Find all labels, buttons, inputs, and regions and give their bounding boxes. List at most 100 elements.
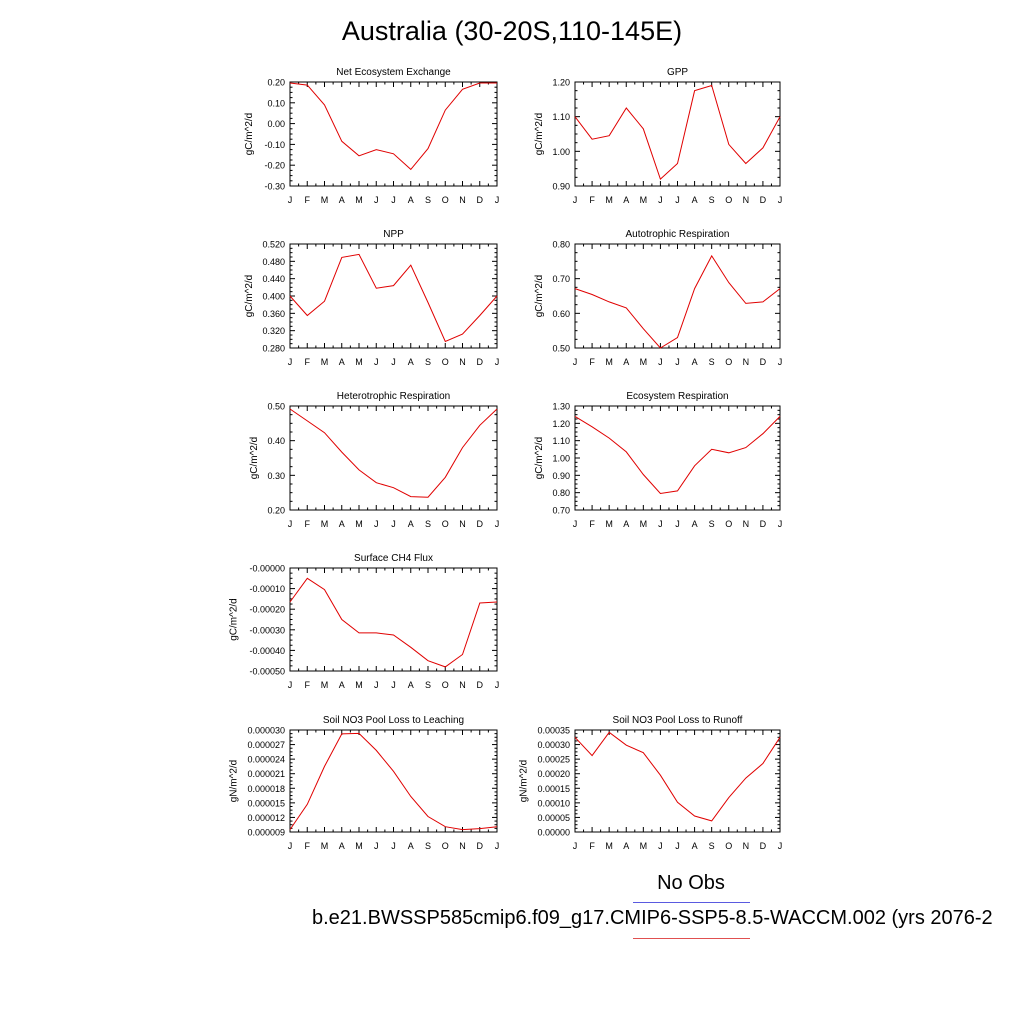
y-tick-label: 0.60	[552, 309, 570, 319]
plot-frame	[289, 81, 498, 187]
x-tick-label: D	[477, 195, 484, 205]
x-tick-label: M	[640, 841, 648, 851]
x-tick-label: M	[321, 195, 329, 205]
y-axis-label: gC/m^2/d	[244, 275, 255, 318]
y-tick-label: 0.320	[262, 326, 285, 336]
x-tick-label: F	[305, 357, 311, 367]
panel-5: J F M A M J J A S O N D J0.500.400.300.20Heterotroph…	[249, 391, 499, 529]
x-tick-label: M	[605, 841, 613, 851]
x-tick-label: F	[589, 841, 595, 851]
panel-title: Ecosystem Respiration	[626, 391, 728, 402]
x-tick-label: J	[658, 519, 663, 529]
y-tick-label: 0.50	[552, 344, 570, 354]
x-tick-label: N	[743, 519, 750, 529]
series-line	[289, 82, 497, 171]
y-tick-label: 1.10	[552, 112, 570, 122]
x-tick-label: A	[408, 680, 414, 690]
x-tick-label: J	[391, 841, 396, 851]
x-tick-label: J	[778, 519, 783, 529]
y-tick-label: 0.70	[552, 506, 570, 516]
y-tick-label: 0.440	[262, 274, 285, 284]
x-tick-label: D	[477, 680, 484, 690]
x-tick-label: S	[709, 519, 715, 529]
x-tick-label: A	[408, 841, 414, 851]
x-tick-label: O	[442, 519, 449, 529]
x-tick-label: N	[459, 519, 466, 529]
x-tick-label: A	[623, 357, 629, 367]
plot-frame	[574, 729, 781, 833]
y-tick-label: -0.00000	[249, 564, 285, 574]
x-tick-label: J	[573, 195, 578, 205]
x-tick-label: S	[425, 680, 431, 690]
x-tick-label: A	[339, 841, 345, 851]
y-tick-label: 0.000021	[247, 769, 285, 779]
y-tick-label: 0.000009	[247, 828, 285, 838]
y-tick-label: -0.00010	[249, 584, 285, 594]
y-tick-label: 1.20	[552, 78, 570, 88]
x-tick-label: D	[760, 841, 767, 851]
y-tick-label: 0.520	[262, 240, 285, 250]
x-tick-label: F	[589, 357, 595, 367]
x-tick-label: D	[760, 357, 767, 367]
plot-frame	[289, 405, 498, 511]
y-tick-label: 0.20	[267, 506, 285, 516]
x-tick-label: J	[495, 841, 500, 851]
x-tick-label: J	[288, 841, 293, 851]
y-tick-label: -0.00050	[249, 667, 285, 677]
x-tick-label: A	[339, 195, 345, 205]
x-tick-label: J	[374, 195, 379, 205]
panel-4: J F M A M J J A S O N D J0.800.700.600.50Autotrophic…	[534, 229, 782, 367]
y-axis-label: gN/m^2/d	[228, 760, 239, 803]
panel-title: Surface CH4 Flux	[354, 553, 433, 564]
x-tick-label: F	[589, 195, 595, 205]
y-tick-label: 0.00030	[537, 740, 570, 750]
series-line	[289, 732, 498, 831]
y-tick-label: 1.20	[552, 419, 570, 429]
x-tick-label: S	[425, 357, 431, 367]
x-tick-label: N	[459, 680, 466, 690]
x-tick-label: A	[692, 841, 698, 851]
x-tick-label: A	[339, 519, 345, 529]
y-tick-label: -0.30	[264, 182, 285, 192]
x-tick-label: A	[408, 195, 414, 205]
y-tick-label: -0.00040	[249, 646, 285, 656]
x-tick-label: F	[305, 195, 311, 205]
x-tick-label: M	[355, 357, 363, 367]
x-tick-label: A	[408, 357, 414, 367]
panel-title: Autotrophic Respiration	[626, 229, 730, 240]
x-tick-label: J	[391, 680, 396, 690]
plot-frame	[289, 243, 498, 349]
x-tick-label: A	[623, 519, 629, 529]
plot-frame	[574, 243, 781, 349]
series-line	[289, 253, 498, 343]
x-tick-label: M	[605, 357, 613, 367]
x-tick-label: N	[459, 841, 466, 851]
y-tick-label: 0.000024	[247, 755, 285, 765]
x-tick-label: O	[725, 195, 732, 205]
x-tick-label: N	[459, 195, 466, 205]
x-tick-label: M	[321, 357, 329, 367]
y-tick-label: 0.00010	[537, 798, 570, 808]
x-tick-label: J	[374, 519, 379, 529]
y-tick-label: 0.10	[267, 98, 285, 108]
x-tick-label: M	[321, 519, 329, 529]
x-tick-label: J	[573, 519, 578, 529]
panel-title: NPP	[383, 229, 404, 240]
y-tick-label: 0.80	[552, 240, 570, 250]
x-tick-label: J	[495, 357, 500, 367]
panel-6: J F M A M J J A S O N D J1.301.201.101.000.900.800.7…	[534, 391, 782, 529]
y-tick-label: 0.00005	[537, 813, 570, 823]
x-tick-label: J	[495, 195, 500, 205]
x-tick-label: J	[288, 519, 293, 529]
x-tick-label: N	[743, 841, 750, 851]
y-tick-label: 0.30	[267, 471, 285, 481]
x-tick-label: D	[760, 195, 767, 205]
x-tick-label: D	[760, 519, 767, 529]
series-line	[574, 731, 781, 822]
x-tick-label: F	[305, 841, 311, 851]
y-tick-label: 1.30	[552, 402, 570, 412]
x-tick-label: J	[658, 357, 663, 367]
panel-7: J F M A M J J A S O N D J-0.00000-0.00010-0.00020-0.…	[228, 553, 499, 690]
y-tick-label: -0.20	[264, 161, 285, 171]
